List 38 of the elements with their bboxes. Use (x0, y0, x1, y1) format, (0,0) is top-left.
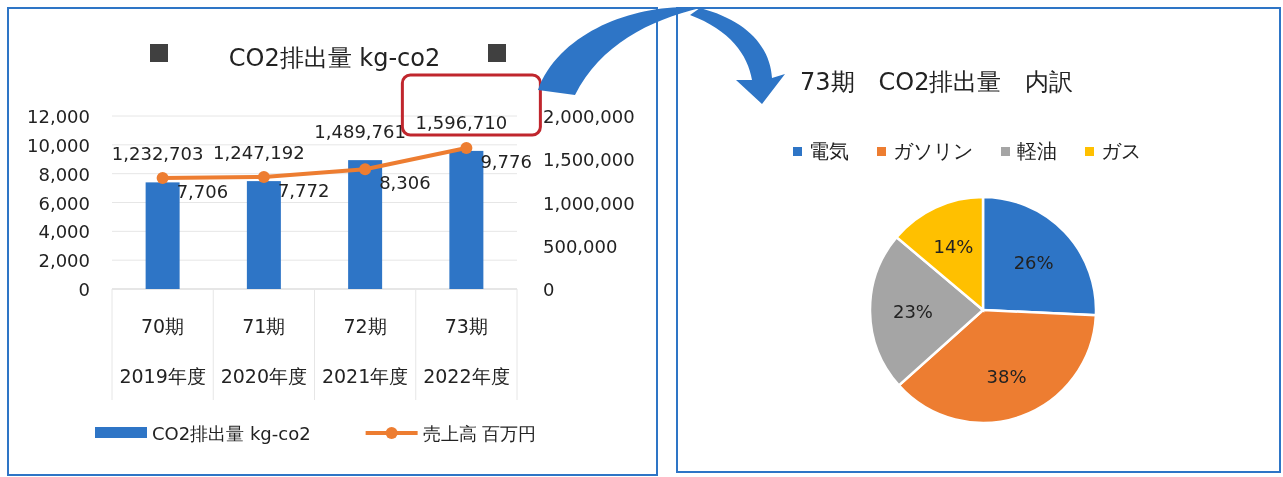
data-label: 1,596,710 (415, 111, 508, 133)
y2-tick-label: 1,500,000 (543, 149, 635, 171)
y2-tick-label: 0 (543, 279, 555, 300)
legend-label: 軽油 (1017, 139, 1057, 163)
bar (145, 182, 180, 289)
point (156, 171, 169, 184)
y2-tick-label: 1,000,000 (543, 192, 635, 214)
category-label: 70期 2019年度 (119, 315, 206, 387)
data-label: 23% (892, 301, 933, 323)
data-label: 38% (986, 366, 1027, 387)
chart-title: CO2排出量 kg-co2 (228, 44, 441, 72)
y-tick-label: 2,000 (38, 250, 90, 272)
y2-tick-label: 500,000 (543, 235, 618, 257)
y-tick-label: 6,000 (38, 192, 90, 214)
data-label: 1,489,761 (314, 121, 406, 143)
category-label: 71期 2020年度 (220, 315, 308, 387)
chart-title: 73期 CO2排出量 内訳 (800, 68, 1074, 96)
y-tick-label: 12,000 (27, 106, 90, 127)
data-label: 14% (933, 236, 974, 258)
legend-label: 売上高 百万円 (422, 423, 537, 444)
legend-label: ガス (1101, 139, 1141, 163)
legend-label: 電気 (809, 139, 849, 163)
legend-label: ガソリン (893, 139, 973, 163)
legend-label: CO2排出量 kg-co2 (152, 423, 311, 444)
category-label: 72期 2021年度 (321, 315, 409, 387)
bar (246, 181, 281, 289)
data-label: 26% (1013, 251, 1054, 273)
y2-tick-label: 2,000,000 (543, 106, 635, 127)
y-tick-label: 10,000 (27, 134, 90, 156)
y-tick-label: 8,000 (38, 163, 90, 185)
category-label: 73期 2022年度 (423, 315, 510, 387)
point (257, 170, 270, 183)
y-tick-label: 4,000 (38, 221, 90, 243)
data-label: 1,247,192 (213, 142, 305, 164)
point (359, 163, 372, 176)
y-tick-label: 0 (78, 279, 90, 300)
data-label: 1,232,703 (111, 143, 204, 165)
point (460, 142, 473, 155)
